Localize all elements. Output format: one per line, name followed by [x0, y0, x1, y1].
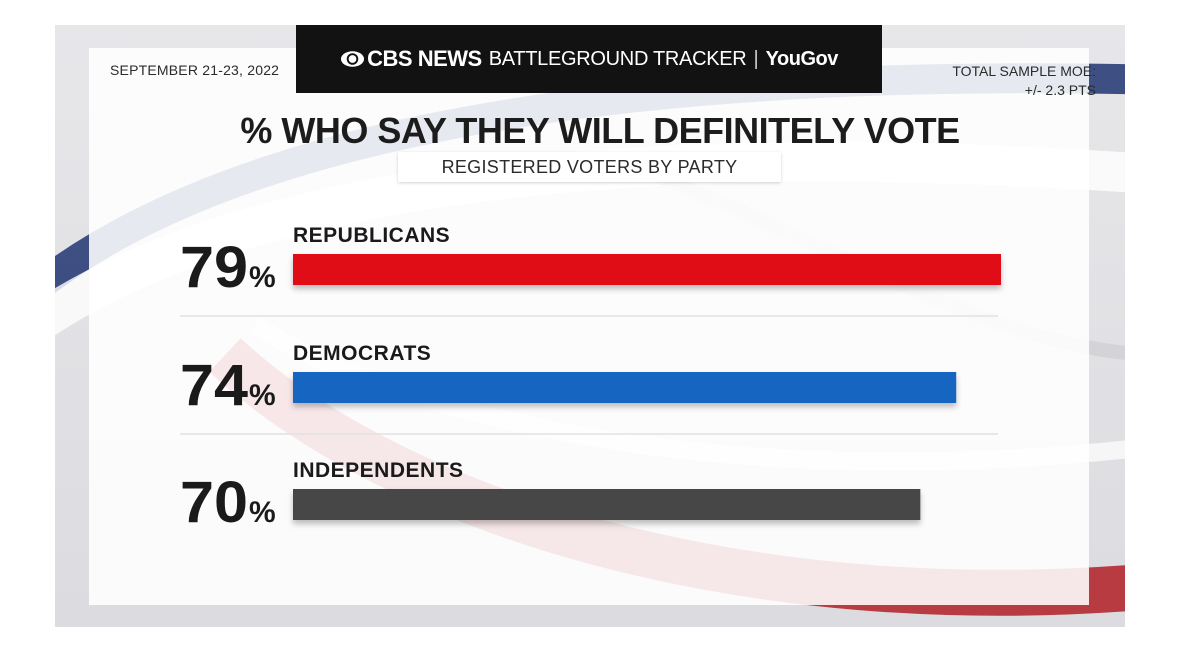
brand-separator: | [753, 47, 759, 70]
survey-date: SEPTEMBER 21-23, 2022 [110, 62, 280, 78]
category-label-republicans: REPUBLICANS [293, 224, 450, 247]
moe-line-1: TOTAL SAMPLE MOE: [952, 63, 1096, 79]
category-label-independents: INDEPENDENTS [293, 459, 464, 482]
brand-cbs-news: CBS NEWS [367, 46, 482, 71]
value-label-republicans: 79 [180, 235, 248, 300]
percent-sign: % [249, 261, 276, 294]
bar-republicans [293, 254, 1001, 285]
bar-independents [293, 489, 921, 520]
percent-sign: % [249, 496, 276, 529]
moe-line-2: +/- 2.3 PTS [1024, 82, 1096, 98]
header-banner: CBS NEWS BATTLEGROUND TRACKER | YouGov [296, 25, 882, 93]
chart-subtitle: REGISTERED VOTERS BY PARTY [398, 152, 781, 182]
brand-tracker: BATTLEGROUND TRACKER [488, 47, 747, 70]
value-label-democrats: 74 [180, 353, 248, 418]
brand-yougov: YouGov [765, 47, 839, 70]
chart-title: % WHO SAY THEY WILL DEFINITELY VOTE [240, 110, 960, 151]
percent-sign: % [249, 379, 276, 412]
cbs-eye-icon [341, 51, 365, 67]
category-label-democrats: DEMOCRATS [293, 342, 431, 365]
margin-of-error: TOTAL SAMPLE MOE: +/- 2.3 PTS [952, 62, 1096, 100]
bar-democrats [293, 372, 957, 403]
value-label-independents: 70 [180, 470, 248, 535]
